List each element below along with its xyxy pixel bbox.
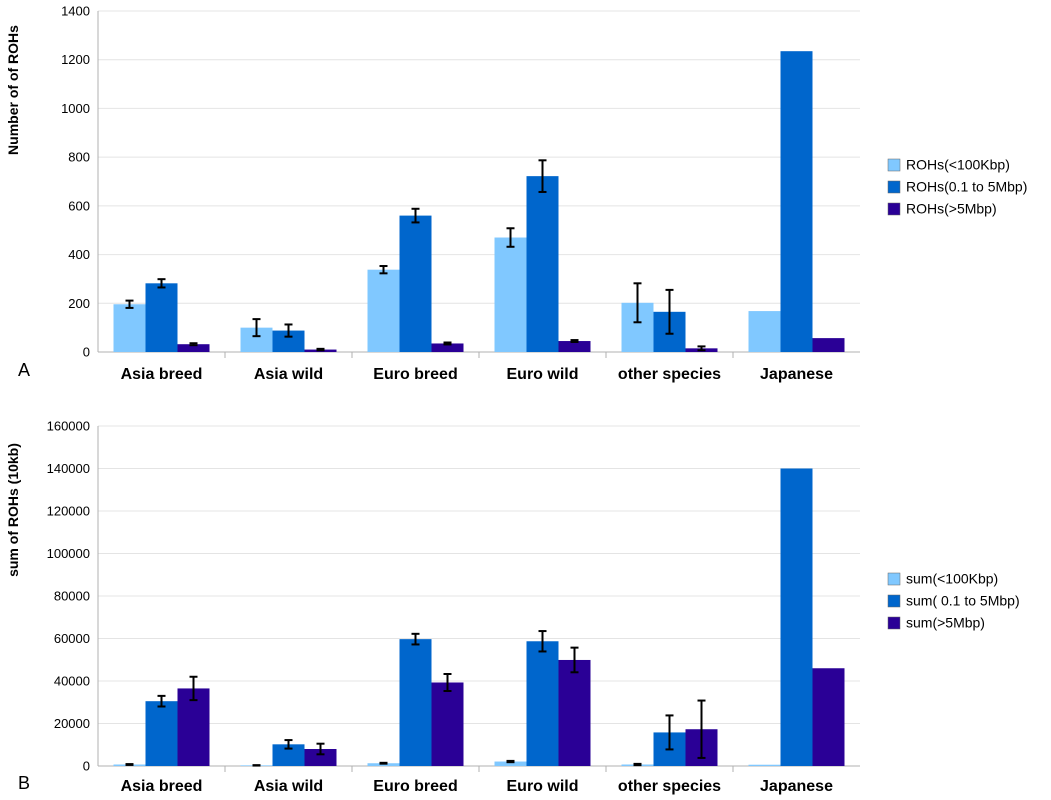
y-tick-label: 800 (68, 150, 90, 165)
bar (748, 311, 781, 352)
bar (304, 749, 337, 766)
legend-swatch (887, 594, 901, 608)
category-label: Japanese (760, 778, 833, 795)
bar (494, 237, 527, 352)
y-tick-label: 100000 (47, 546, 90, 561)
panel-label: B (18, 773, 30, 793)
y-tick-label: 400 (68, 247, 90, 262)
legend-label: ROHs(<100Kbp) (906, 157, 1010, 173)
category-label: Asia breed (121, 778, 203, 795)
panel-label: A (18, 360, 30, 380)
y-tick-label: 0 (83, 345, 90, 360)
category-label: Asia wild (254, 366, 323, 383)
legend-label: ROHs(0.1 to 5Mbp) (906, 179, 1027, 195)
y-axis-title: Number of of ROHs (5, 25, 21, 155)
category-label: Euro breed (373, 778, 457, 795)
y-tick-label: 40000 (54, 674, 90, 689)
bar (145, 701, 178, 766)
category-label: other species (618, 778, 721, 795)
bar (399, 215, 432, 352)
bar (177, 688, 210, 766)
bar (399, 639, 432, 766)
panel-b: 0 20000 40000 60000 80000 100000 120000 140000 1… (5, 419, 1020, 796)
legend-swatch (887, 616, 901, 630)
y-tick-label: 0 (83, 759, 90, 774)
panel-a: 0 200 400 600 800 1000 1200 1400 Number of of RO… (5, 4, 1027, 384)
bar (494, 761, 527, 766)
bar (812, 338, 845, 352)
y-tick-label: 160000 (47, 419, 90, 434)
y-tick-label: 120000 (47, 504, 90, 519)
y-tick-label: 20000 (54, 716, 90, 731)
y-tick-label: 140000 (47, 461, 90, 476)
y-tick-label: 60000 (54, 631, 90, 646)
bar (431, 343, 464, 352)
bar (558, 341, 591, 352)
legend-label: sum(<100Kbp) (906, 571, 998, 587)
category-label: Asia breed (121, 366, 203, 383)
legend-label: sum( 0.1 to 5Mbp) (906, 593, 1020, 609)
legend-swatch (887, 202, 901, 216)
y-tick-label: 1400 (61, 4, 90, 19)
bar (780, 51, 813, 353)
category-label: Asia wild (254, 778, 323, 795)
bar (812, 668, 845, 766)
legend-label: ROHs(>5Mbp) (906, 201, 997, 217)
legend-swatch (887, 158, 901, 172)
y-tick-label: 80000 (54, 589, 90, 604)
category-label: Euro wild (507, 366, 579, 383)
y-tick-label: 600 (68, 198, 90, 213)
bar (177, 344, 210, 352)
bar (272, 330, 305, 352)
category-label: Japanese (760, 366, 833, 383)
bar (526, 641, 559, 766)
category-label: Euro wild (507, 778, 579, 795)
y-tick-label: 1000 (61, 101, 90, 116)
bar (780, 468, 813, 766)
bar (748, 764, 781, 766)
category-label: other species (618, 366, 721, 383)
legend-label: sum(>5Mbp) (906, 615, 985, 631)
legend-swatch (887, 572, 901, 586)
bar (431, 682, 464, 766)
y-tick-label: 200 (68, 296, 90, 311)
bar (113, 304, 146, 352)
bar (526, 176, 559, 352)
legend-swatch (887, 180, 901, 194)
bar (367, 269, 400, 352)
y-axis-title: sum of ROHs (10kb) (5, 443, 21, 577)
category-label: Euro breed (373, 366, 457, 383)
y-tick-label: 1200 (61, 52, 90, 67)
bar (145, 283, 178, 352)
bar (558, 659, 591, 766)
bar (272, 744, 305, 766)
